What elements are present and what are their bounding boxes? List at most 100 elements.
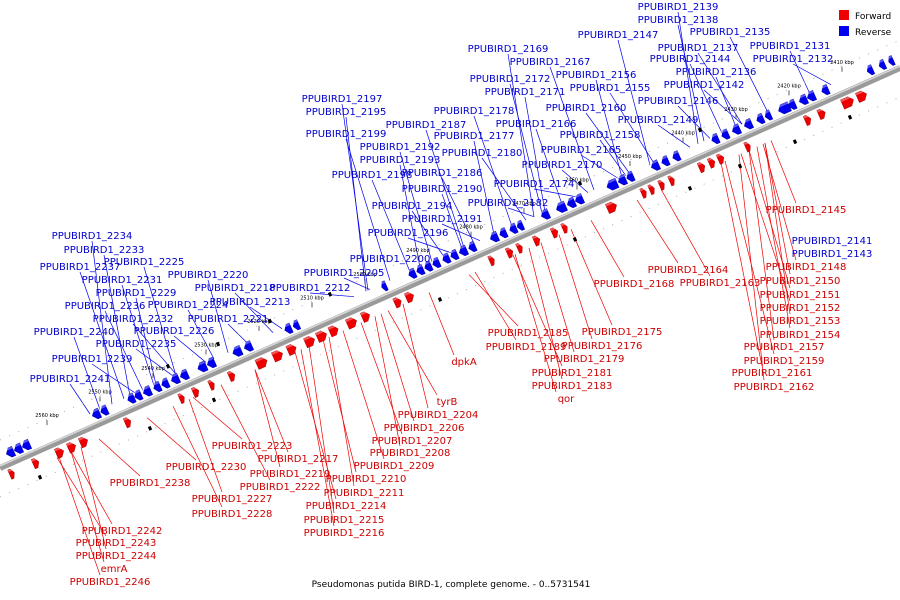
reverse-gene-arrow [20, 438, 33, 451]
reverse-gene-label: PPUBIRD1_2221 [188, 314, 269, 325]
feature-mark [37, 474, 43, 480]
tick-label: 2550 kbp [88, 390, 112, 396]
forward-gene-arrow [207, 379, 215, 391]
reverse-gene-arrow [406, 267, 418, 279]
reverse-gene-label: PPUBIRD1_2212 [270, 283, 351, 294]
forward-gene-arrow [531, 234, 541, 247]
tick-label: 2560 kbp [35, 413, 59, 419]
gene-shape [232, 344, 244, 357]
tick-label: 2470 kbp [512, 201, 536, 207]
reverse-gene-arrow [786, 98, 798, 110]
reverse-gene-arrow [554, 200, 568, 213]
gene-shine [716, 152, 723, 158]
reverse-leader-line [441, 193, 463, 249]
gene-shape [657, 179, 665, 191]
reverse-gene-arrow [457, 244, 470, 257]
gene-shape [122, 417, 132, 429]
forward-gene-arrow [77, 435, 88, 449]
forward-leader-line [764, 142, 791, 315]
forward-leader-line [590, 220, 625, 278]
forward-gene-arrow [487, 254, 495, 267]
gene-features [4, 55, 896, 480]
gene-shine [392, 296, 401, 301]
reverse-gene-arrow [886, 55, 896, 66]
reverse-gene-arrow [565, 196, 578, 209]
forward-leader-line [756, 146, 791, 329]
forward-leader-line [428, 292, 455, 356]
gene-shape [888, 55, 896, 66]
reverse-gene-label: PPUBIRD1_2233 [64, 245, 145, 256]
reverse-gene-label: PPUBIRD1_2234 [52, 231, 133, 242]
gene-shine [466, 241, 475, 247]
gene-shine [242, 340, 251, 346]
gene-shine [647, 183, 654, 188]
forward-leader-line [770, 140, 797, 204]
gene-shape [143, 385, 154, 397]
reverse-leader-line [425, 129, 465, 248]
legend-swatch-reverse [839, 26, 849, 36]
tick-label: 2510 kbp [300, 295, 324, 301]
gene-shape [432, 256, 442, 269]
reverse-gene-label: PPUBIRD1_2226 [134, 326, 215, 337]
forward-gene-label: PPUBIRD1_2152 [760, 303, 841, 314]
reverse-gene-arrow [205, 356, 218, 369]
forward-leader-line [342, 330, 385, 460]
feature-mark [847, 114, 853, 120]
gene-shine [488, 231, 497, 237]
reverse-leader-line [533, 188, 579, 198]
gene-shape [567, 196, 578, 209]
reverse-gene-label: PPUBIRD1_2192 [360, 142, 441, 153]
feature-mark-shape [687, 185, 693, 191]
gene-shine [178, 369, 187, 375]
reverse-gene-label: PPUBIRD1_2165 [541, 145, 622, 156]
reverse-gene-label: PPUBIRD1_2177 [434, 131, 515, 142]
gene-shape [416, 264, 426, 276]
reverse-gene-arrow [742, 118, 755, 130]
reverse-leader-line [234, 292, 274, 333]
gene-shape [855, 90, 867, 103]
tick-label: 2460 kbp [565, 178, 589, 184]
reverse-gene-label: PPUBIRD1_2197 [302, 94, 383, 105]
forward-gene-label: PPUBIRD1_2211 [324, 488, 405, 499]
gene-shape [788, 98, 798, 110]
gene-shine [865, 64, 872, 69]
gene-shine [422, 260, 431, 266]
gene-shine [205, 357, 214, 363]
gene-shape [696, 162, 706, 174]
reverse-leader-line [599, 139, 627, 176]
gene-shape [816, 108, 826, 120]
reverse-gene-label: PPUBIRD1_2136 [676, 67, 757, 78]
reverse-gene-label: PPUBIRD1_2146 [638, 96, 719, 107]
gene-shine [616, 174, 625, 180]
forward-leader-line [80, 446, 107, 550]
tick-label: 2540 kbp [141, 366, 165, 372]
forward-leader-line [514, 254, 557, 393]
forward-gene-arrow [706, 156, 716, 169]
reverse-leader-line [507, 207, 535, 217]
reverse-leader-line [407, 237, 453, 254]
reverse-gene-label: PPUBIRD1_2237 [40, 262, 121, 273]
gene-shine [20, 439, 29, 445]
gene-shine [803, 114, 810, 119]
gene-shine [379, 280, 386, 285]
feature-mark [792, 139, 798, 145]
gene-shape [392, 297, 402, 309]
feature-mark-shape [437, 297, 443, 302]
forward-leader-line [300, 349, 335, 527]
gene-shape [92, 407, 103, 420]
reverse-gene-label: PPUBIRD1_2132 [753, 54, 834, 65]
forward-leader-line [56, 457, 107, 537]
gene-shape [606, 177, 620, 191]
feature-mark [327, 291, 333, 297]
gene-shape [14, 442, 25, 454]
forward-gene-arrow [254, 355, 268, 370]
gene-shine [345, 315, 356, 323]
gene-shape [161, 377, 171, 389]
reverse-gene-arrow [422, 260, 434, 272]
backbone [0, 39, 900, 498]
gene-shape [821, 84, 831, 96]
gene-shape [134, 389, 144, 401]
reverse-gene-label: PPUBIRD1_2241 [30, 374, 111, 385]
reverse-leader-line [345, 116, 367, 292]
feature-mark [147, 425, 153, 431]
